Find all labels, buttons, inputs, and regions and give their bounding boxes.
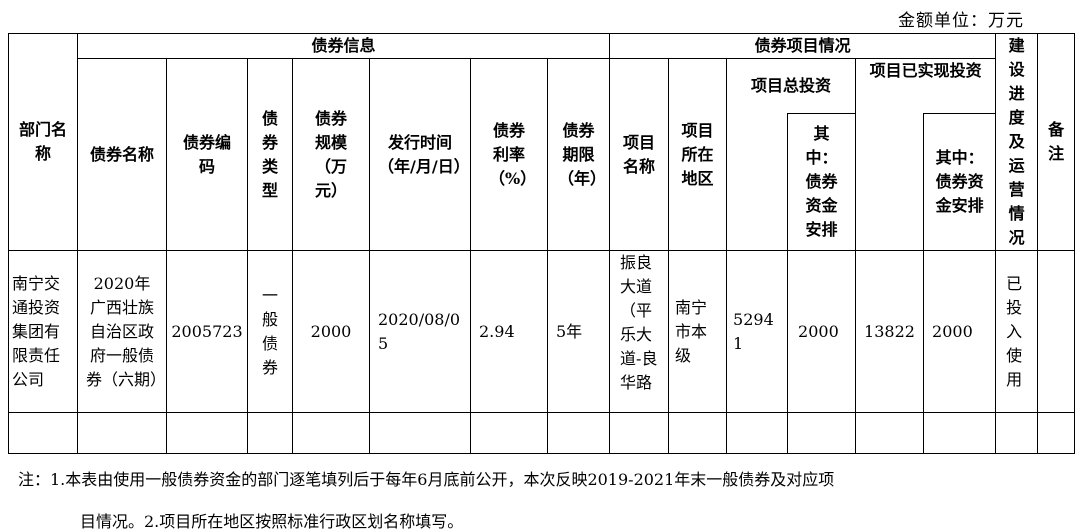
header-dept-name: 部门名称: [8, 33, 78, 251]
bond-table: 部门名称 债券信息 债券项目情况 建设进度及运营情况 备注 债券名称 债券编码 …: [8, 33, 1076, 454]
header-bond-scale: 债券规模（万元）: [292, 58, 370, 251]
cell-bond-type: 一般债券: [247, 250, 293, 413]
header-issue-date: 发行时间（年/月/日）: [369, 58, 471, 251]
header-bond-name: 债券名称: [77, 58, 167, 251]
cell-project-name: 振良大道（平乐大道-良华路: [609, 250, 670, 413]
header-total-invest: 项目总投资: [726, 58, 857, 114]
cell-realized-bond-part: 2000: [923, 250, 997, 413]
cell-bond-scale: 2000: [292, 250, 370, 413]
table-row-empty: [8, 412, 1076, 454]
header-bond-info: 债券信息: [76, 33, 611, 59]
cell-total-bond-part: 2000: [787, 250, 857, 413]
note-line-2: 目情况。2.项目所在地区按照标准行政区划名称填写。: [80, 512, 464, 531]
header-realized-invest: 项目已实现投资: [855, 58, 997, 114]
header-total-bond-part: 其中：债券资金安排: [787, 113, 857, 251]
header-bond-rate: 债券利率（%）: [470, 58, 548, 251]
cell-realized-invest: 13822: [855, 250, 925, 413]
cell-remarks: [1037, 250, 1076, 413]
header-progress: 建设进度及运营情况: [995, 33, 1039, 251]
header-total-invest-blank: [726, 113, 789, 251]
cell-progress: 已投入使用: [995, 250, 1039, 413]
unit-label: 金额单位：万元: [898, 11, 1024, 31]
header-remarks: 备注: [1037, 33, 1076, 251]
cell-bond-rate: 2.94: [470, 250, 548, 413]
cell-total-invest: 52941: [726, 250, 789, 413]
cell-bond-name: 2020年广西壮族自治区政府一般债券（六期）: [77, 250, 167, 413]
note-line-1: 注：1.本表由使用一般债券资金的部门逐笔填列后于每年6月底前公开，本次反映201…: [18, 470, 835, 489]
header-bond-project: 债券项目情况: [609, 33, 997, 59]
table-row: 南宁交通投资集团有限责任公司 2020年广西壮族自治区政府一般债券（六期） 20…: [8, 250, 1076, 413]
header-realized-bond-part: 其中：债券资金安排: [923, 113, 997, 251]
header-bond-code: 债券编码: [166, 58, 248, 251]
header-realized-invest-blank: [855, 113, 925, 251]
header-bond-type: 债券类型: [247, 58, 293, 251]
cell-bond-code: 2005723: [166, 250, 248, 413]
cell-issue-date: 2020/08/05: [369, 250, 471, 413]
header-project-name: 项目名称: [609, 58, 670, 251]
cell-project-region: 南宁市本级: [668, 250, 728, 413]
header-bond-term: 债券期限（年）: [546, 58, 611, 251]
cell-bond-term: 5年: [546, 250, 611, 413]
cell-dept-name: 南宁交通投资集团有限责任公司: [8, 250, 78, 413]
header-project-region: 项目所在地区: [668, 58, 728, 251]
